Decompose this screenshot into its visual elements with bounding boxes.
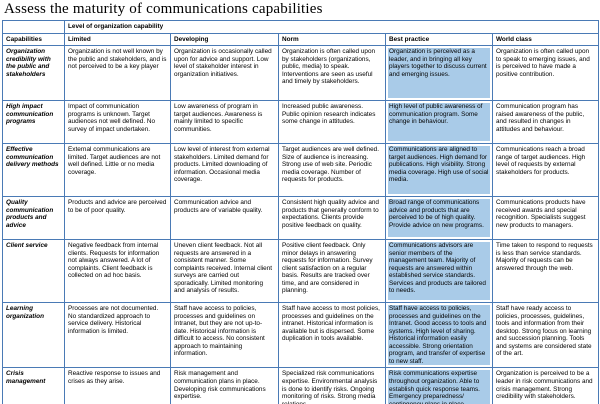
capability-name: High impact communication programs [2, 100, 65, 145]
maturity-cell: Reactive response to issues and crises a… [64, 367, 171, 404]
column-header-developing: Developing [170, 32, 279, 47]
maturity-cell: Negative feedback from internal clients.… [64, 239, 171, 304]
maturity-cell: Communication program has raised awarene… [491, 100, 600, 145]
maturity-cell: Staff have ready access to policies, pro… [491, 302, 600, 369]
table-row: Quality communication products and advic… [2, 196, 600, 241]
maturity-cell: Staff have access to policies, processes… [170, 302, 279, 369]
span-header: Level of organization capability [63, 20, 600, 34]
maturity-table: Level of organization capability Capabil… [2, 20, 600, 404]
page-title: Assess the maturity of communications ca… [4, 1, 323, 17]
table-row: Crisis management Reactive response to i… [2, 367, 600, 404]
table-row: Client service Negative feedback from in… [2, 239, 600, 304]
column-header-norm: Norm [278, 32, 386, 47]
maturity-cell: Positive client feedback. Only minor del… [278, 239, 386, 304]
maturity-cell: Communications reach a broad range of ta… [491, 143, 600, 198]
column-header-best-practice: Best practice [385, 32, 493, 47]
maturity-cell: Organization is not well known by the pu… [64, 45, 171, 102]
maturity-cell: Organization is perceived to be a leader… [491, 367, 600, 404]
maturity-cell: Increased public awareness. Public opini… [278, 100, 386, 145]
capability-name: Learning organization [2, 302, 65, 369]
column-header-capabilities: Capabilities [2, 32, 65, 47]
maturity-cell-highlighted: Communications advisors are senior membe… [385, 239, 493, 304]
capability-name: Crisis management [2, 367, 65, 404]
maturity-cell: Products and advice are perceived to be … [64, 196, 171, 241]
maturity-cell: Low level of interest from external stak… [170, 143, 279, 198]
capability-name: Quality communication products and advic… [2, 196, 65, 241]
column-header-world-class: World class [491, 32, 600, 47]
maturity-cell: Communication advice and products are of… [170, 196, 279, 241]
maturity-cell-highlighted: High level of public awareness of commun… [385, 100, 493, 145]
table-row: Learning organization Processes are not … [2, 302, 600, 369]
maturity-cell-highlighted: Broad range of communications advice and… [385, 196, 493, 241]
maturity-cell: Time taken to respond to requests is les… [491, 239, 600, 304]
maturity-cell-highlighted: Organization is perceived as a leader, a… [385, 45, 493, 102]
column-header-limited: Limited [64, 32, 171, 47]
maturity-cell-highlighted: Communications are aligned to target aud… [385, 143, 493, 198]
maturity-cell: Impact of communication programs is unkn… [64, 100, 171, 145]
table-row: Organization credibility with the public… [2, 45, 600, 102]
span-header-row: Level of organization capability [2, 20, 600, 34]
maturity-cell: Target audiences are well defined. Size … [278, 143, 386, 198]
maturity-cell-highlighted: Staff have access to policies, processes… [385, 302, 493, 369]
maturity-cell: Risk management and communication plans … [170, 367, 279, 404]
maturity-cell-highlighted: Risk communications expertise throughout… [385, 367, 493, 404]
maturity-cell: Uneven client feedback. Not all requests… [170, 239, 279, 304]
maturity-cell: Organization is often called upon by sta… [278, 45, 386, 102]
table-row: Effective communication delivery methods… [2, 143, 600, 198]
corner-spacer [2, 20, 65, 34]
capability-name: Effective communication delivery methods [2, 143, 65, 198]
maturity-cell: Organization is often called upon to spe… [491, 45, 600, 102]
maturity-cell: Organization is occasionally called upon… [170, 45, 279, 102]
capability-name: Client service [2, 239, 65, 304]
capability-name: Organization credibility with the public… [2, 45, 65, 102]
maturity-cell: Staff have access to most policies, proc… [278, 302, 386, 369]
maturity-cell: Processes are not documented. No standar… [64, 302, 171, 369]
maturity-cell: Communications products have received aw… [491, 196, 600, 241]
maturity-cell: Low awareness of program in target audie… [170, 100, 279, 145]
column-header-row: Capabilities Limited Developing Norm Bes… [2, 32, 600, 47]
table-row: High impact communication programs Impac… [2, 100, 600, 145]
maturity-cell: Specialized risk communications expertis… [278, 367, 386, 404]
maturity-cell: Consistent high quality advice and produ… [278, 196, 386, 241]
maturity-cell: External communications are limited. Tar… [64, 143, 171, 198]
